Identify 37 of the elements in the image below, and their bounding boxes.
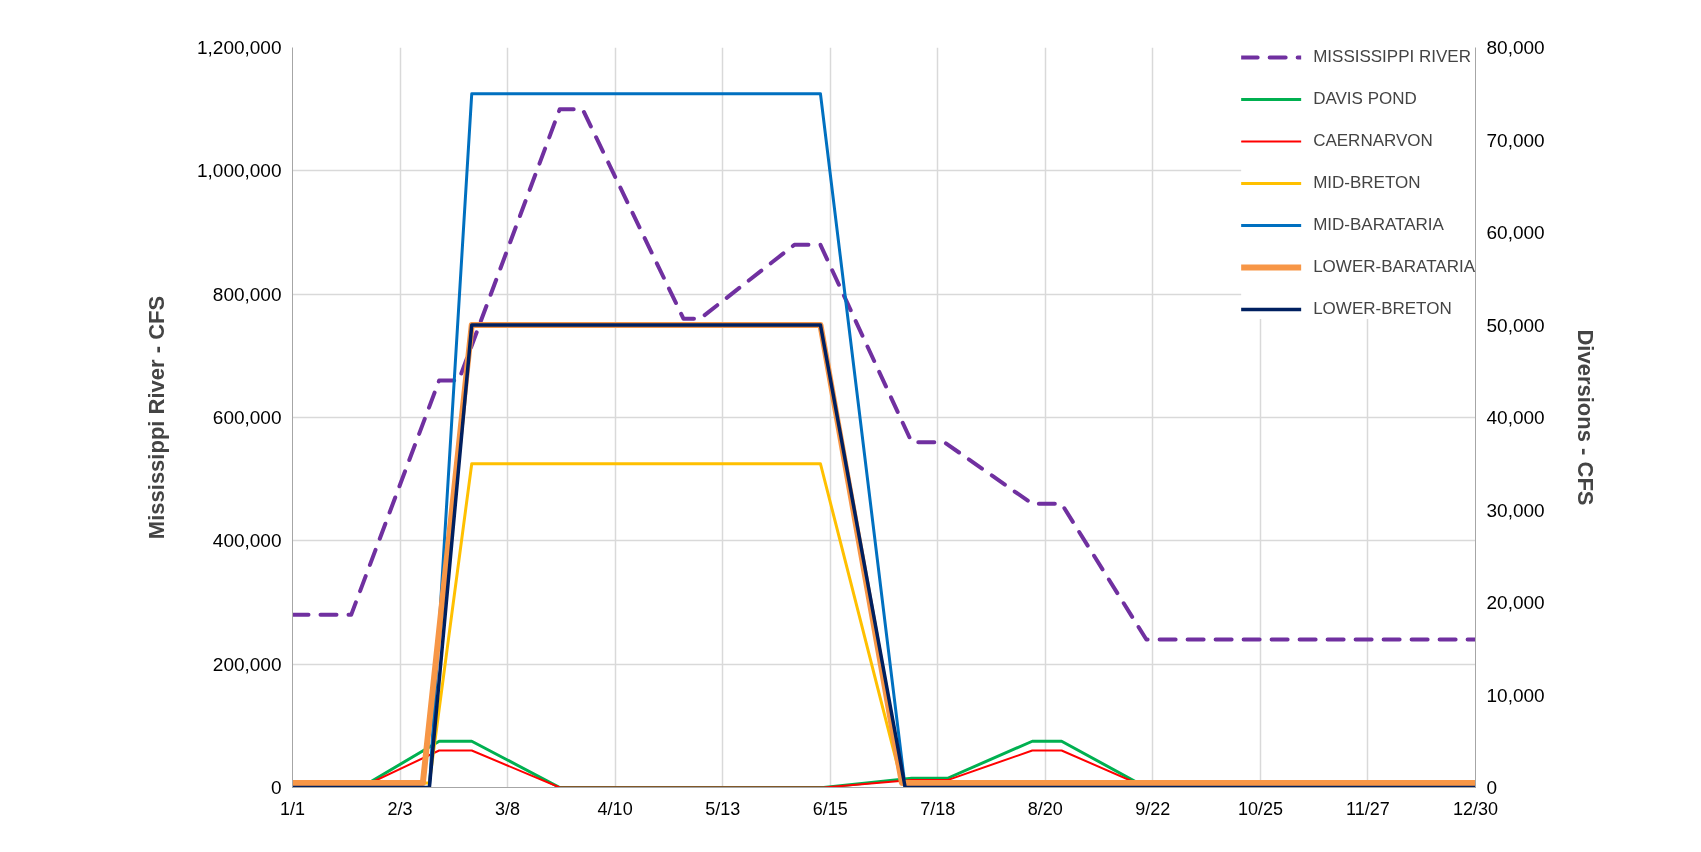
- y-axis-title: Mississippi River - CFS: [143, 295, 169, 540]
- y2-axis-title: Diversions - CFS: [1572, 329, 1598, 506]
- y-tick-label: 400,000: [212, 530, 282, 552]
- y2-tick-label: 20,000: [1486, 592, 1545, 613]
- y-tick-label: 800,000: [212, 283, 282, 305]
- x-tick-label: 7/18: [920, 798, 956, 819]
- legend-label: DAVIS POND: [1313, 89, 1417, 109]
- legend-label: CAERNARVON: [1313, 131, 1433, 151]
- x-tick-label: 11/27: [1346, 798, 1390, 819]
- y2-tick-label: 30,000: [1486, 499, 1545, 521]
- x-tick-label: 10/25: [1237, 798, 1283, 819]
- x-tick-label: 3/8: [495, 798, 521, 819]
- legend-label: MISSISSIPPI RIVER: [1313, 47, 1471, 67]
- y2-tick-label: 70,000: [1486, 129, 1545, 151]
- legend-label: MID-BARATARIA: [1313, 215, 1444, 235]
- legend-label: LOWER-BARATARIA: [1313, 257, 1475, 277]
- x-tick-label: 8/20: [1027, 798, 1063, 819]
- y-tick-label: 1,000,000: [196, 160, 282, 182]
- y2-tick-label: 80,000: [1486, 37, 1545, 58]
- x-tick-label: 4/10: [597, 798, 633, 819]
- y-tick-label: 600,000: [212, 407, 282, 428]
- y2-tick-label: 50,000: [1486, 314, 1545, 336]
- x-tick-label: 9/22: [1135, 798, 1171, 819]
- y-tick-label: 0: [270, 777, 282, 798]
- legend-label: LOWER-BRETON: [1313, 299, 1452, 319]
- y2-tick-label: 0: [1486, 777, 1498, 798]
- y2-tick-label: 40,000: [1486, 407, 1545, 428]
- y2-tick-label: 60,000: [1486, 222, 1545, 243]
- x-tick-label: 1/1: [279, 798, 306, 819]
- x-tick-label: 2/3: [387, 798, 413, 819]
- legend-label: MID-BRETON: [1313, 173, 1421, 193]
- x-tick-label: 12/30: [1452, 798, 1499, 819]
- x-tick-label: 5/13: [705, 798, 741, 819]
- y-tick-label: 1,200,000: [196, 37, 282, 58]
- x-tick-label: 6/15: [812, 798, 848, 819]
- y2-tick-label: 10,000: [1486, 684, 1545, 706]
- y-tick-label: 200,000: [212, 653, 282, 675]
